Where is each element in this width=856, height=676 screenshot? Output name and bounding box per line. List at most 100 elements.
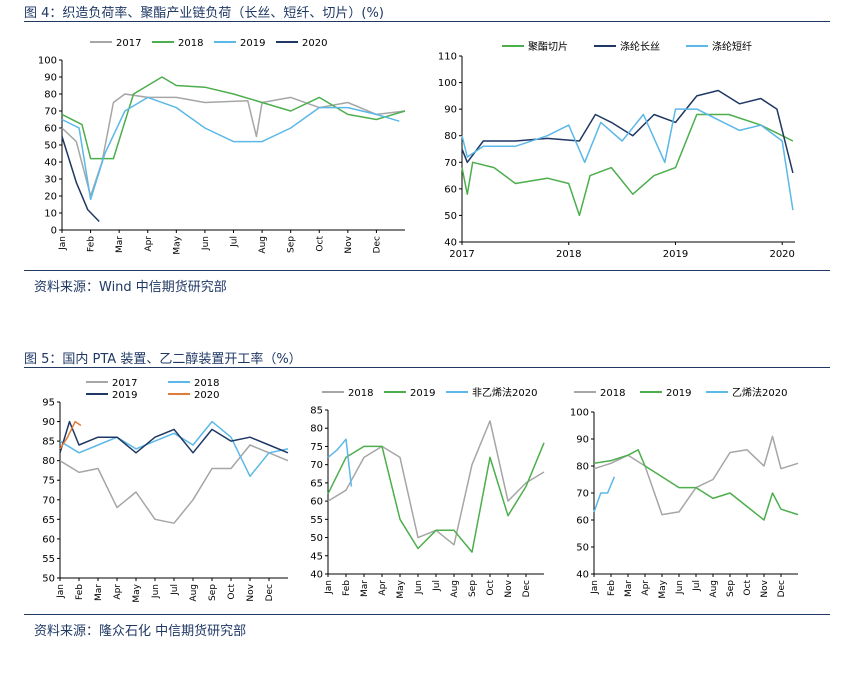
x-tick-label: Jun xyxy=(414,580,424,595)
x-tick-label: Jul xyxy=(230,236,240,248)
series-line-2019 xyxy=(61,96,400,201)
series-line-2018 xyxy=(59,420,289,478)
x-tick-label: Nov xyxy=(760,579,770,597)
y-tick-label: 40 xyxy=(576,570,589,581)
x-tick-label: May xyxy=(132,583,142,602)
x-tick-label: May xyxy=(396,579,406,598)
y-tick-label: 90 xyxy=(576,435,589,446)
y-tick-label: 60 xyxy=(576,516,589,527)
series-line-2019 xyxy=(327,442,545,553)
y-tick-label: 90 xyxy=(44,73,57,84)
y-tick-label: 70 xyxy=(310,460,323,471)
legend-label: 涤纶短纤 xyxy=(712,40,752,53)
series-line-2020 xyxy=(59,420,82,450)
series-line-2019 xyxy=(593,449,799,521)
y-tick-label: 20 xyxy=(44,192,57,203)
legend-label: 2017 xyxy=(116,38,141,49)
chart-weaving-load: 0 10 20 30 40 50 60 70 80 90 100 Jan Feb Mar Apr May Jun… xyxy=(38,38,406,255)
x-tick-label: Mar xyxy=(360,580,370,597)
x-tick-label: Sep xyxy=(287,236,297,253)
x-tick-label: Jan xyxy=(324,580,334,595)
x-tick-label: Sep xyxy=(208,584,218,601)
series-line-涤纶长丝 xyxy=(461,89,794,174)
chart-meg-non-ethylene-rate: 40 45 50 55 60 65 70 75 80 85 Jan Feb Mar Apr May Jun Ju… xyxy=(310,386,545,599)
x-tick-label: Oct xyxy=(743,580,753,596)
legend-label: 2019 xyxy=(240,38,265,49)
legend-label: 非乙烯法2020 xyxy=(472,386,537,399)
legend-label: 2019 xyxy=(112,390,137,401)
x-tick-label: Aug xyxy=(709,580,719,598)
x-tick-label: Sep xyxy=(726,580,736,597)
y-tick-label: 55 xyxy=(42,554,55,565)
legend-label: 乙烯法2020 xyxy=(732,386,787,399)
figure4-title-rule xyxy=(24,21,830,22)
series-line-涤纶短纤 xyxy=(461,108,794,211)
x-tick-label: Mar xyxy=(115,236,125,253)
x-tick-label: Nov xyxy=(344,235,354,253)
figure5-source-rule xyxy=(24,614,830,615)
y-tick-label: 50 xyxy=(42,574,55,585)
figure4-source: 资料来源：Wind 中信期货研究部 xyxy=(34,280,227,295)
y-tick-label: 0 xyxy=(51,226,57,237)
x-tick-label: Aug xyxy=(450,580,460,598)
x-tick-label: Dec xyxy=(372,236,382,253)
x-tick-label: Mar xyxy=(94,584,104,601)
y-tick-label: 30 xyxy=(44,175,57,186)
figure5-title-rule xyxy=(24,367,830,368)
x-tick-label: Jan xyxy=(590,580,600,595)
chart-pta-operating-rate: 50 55 60 65 70 75 80 85 90 95 Jan Feb Mar Apr May Jun Ju… xyxy=(42,378,289,603)
x-tick-label: Oct xyxy=(486,580,496,596)
x-tick-label: May xyxy=(172,235,182,254)
y-tick-label: 95 xyxy=(42,398,55,409)
y-tick-label: 10 xyxy=(44,209,57,220)
y-tick-label: 80 xyxy=(444,131,457,142)
y-tick-label: 85 xyxy=(42,437,55,448)
x-tick-label: May xyxy=(658,579,668,598)
x-tick-label: Oct xyxy=(315,236,325,252)
y-tick-label: 100 xyxy=(438,78,457,89)
legend-label: 涤纶长丝 xyxy=(620,40,660,53)
legend-label: 2020 xyxy=(194,390,219,401)
figure4-source-rule xyxy=(24,270,830,271)
x-tick-label: Jul xyxy=(432,580,442,592)
y-tick-label: 75 xyxy=(42,476,55,487)
y-tick-label: 60 xyxy=(444,184,457,195)
x-tick-label: Mar xyxy=(624,580,634,597)
x-tick-label: Oct xyxy=(227,584,237,600)
legend-label: 2018 xyxy=(600,388,625,399)
y-tick-label: 90 xyxy=(444,105,457,116)
y-tick-label: 50 xyxy=(576,543,589,554)
figure5-title: 图 5：国内 PTA 装置、乙二醇装置开工率（%） xyxy=(24,352,302,367)
y-tick-label: 65 xyxy=(42,515,55,526)
x-tick-label: Feb xyxy=(342,580,352,596)
legend-label: 2020 xyxy=(302,38,327,49)
legend-label: 2019 xyxy=(666,388,691,399)
x-tick-label: Jun xyxy=(201,236,211,251)
x-tick-label: Apr xyxy=(641,580,651,596)
y-tick-label: 80 xyxy=(42,456,55,467)
y-tick-label: 80 xyxy=(310,424,323,435)
x-tick-label: Feb xyxy=(87,236,97,252)
x-tick-label: Jun xyxy=(151,584,161,599)
x-tick-label: Jun xyxy=(675,580,685,595)
x-tick-label: Feb xyxy=(75,584,85,600)
y-tick-label: 80 xyxy=(44,90,57,101)
x-tick-label: Jul xyxy=(170,584,180,596)
x-tick-label: Jan xyxy=(58,236,68,251)
series-line-乙烯法2020 xyxy=(593,476,616,513)
series-line-2017 xyxy=(59,444,289,524)
x-tick-label: Aug xyxy=(189,584,199,602)
y-tick-label: 100 xyxy=(38,56,57,67)
series-line-2018 xyxy=(61,76,406,160)
y-tick-label: 50 xyxy=(444,211,457,222)
legend-label: 聚酯切片 xyxy=(528,40,568,53)
y-tick-label: 80 xyxy=(576,462,589,473)
y-tick-label: 70 xyxy=(42,495,55,506)
y-tick-label: 85 xyxy=(310,406,323,417)
legend-label: 2018 xyxy=(194,378,219,389)
y-tick-label: 40 xyxy=(310,570,323,581)
chart-meg-ethylene-rate: 40 50 60 70 80 90 100 Jan Feb Mar Apr May Jun Jul Aug S… xyxy=(570,386,799,599)
x-tick-label: 2019 xyxy=(663,249,688,260)
x-tick-label: Feb xyxy=(607,580,617,596)
x-tick-label: Dec xyxy=(522,580,532,597)
